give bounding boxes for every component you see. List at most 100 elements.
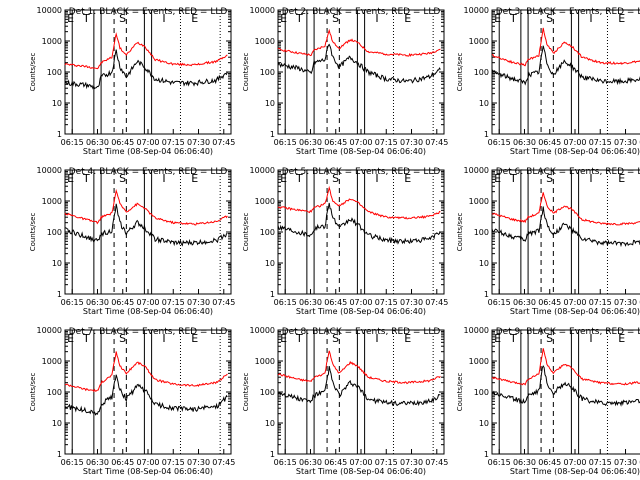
series-line-lld bbox=[491, 27, 640, 67]
marker-letter: I bbox=[375, 332, 378, 345]
y-tick-label: 1000 bbox=[42, 197, 62, 206]
chart-panel-7: Det 7: BLACK = Events, RED = LLD 1 10 100 10… bbox=[29, 326, 235, 476]
x-tick-label: 07:00 bbox=[563, 298, 586, 307]
y-tick-label: 100 bbox=[474, 228, 489, 237]
marker-letter: T bbox=[82, 12, 90, 25]
marker-letter: E bbox=[404, 172, 411, 185]
x-axis-label: Start Time (08-Sep-04 06:06:40) bbox=[83, 147, 213, 156]
y-tick-label: 10 bbox=[52, 419, 62, 428]
marker-letter: E bbox=[618, 332, 625, 345]
y-tick-label: 10 bbox=[52, 259, 62, 268]
x-axis-label: Start Time (08-Sep-04 06:06:40) bbox=[296, 467, 426, 476]
x-axis-label: Start Time (08-Sep-04 06:06:40) bbox=[83, 307, 213, 316]
x-tick-label: 07:45 bbox=[425, 458, 448, 467]
x-tick-label: 07:00 bbox=[349, 458, 372, 467]
plot-frame bbox=[491, 9, 640, 135]
marker-letter: E bbox=[280, 172, 287, 185]
x-tick-label: 06:15 bbox=[274, 298, 297, 307]
y-tick-label: 100 bbox=[260, 228, 275, 237]
marker-letter: E bbox=[494, 332, 501, 345]
y-tick-label: 10 bbox=[265, 99, 275, 108]
marker-letter: I bbox=[162, 332, 165, 345]
chart-panel-3: Det 3: BLACK = Events, RED = LLD 1 10 100 10… bbox=[456, 6, 640, 156]
marker-letter: T bbox=[295, 332, 303, 345]
y-tick-label: 10 bbox=[265, 419, 275, 428]
x-tick-label: 06:45 bbox=[111, 298, 134, 307]
x-axis-label: Start Time (08-Sep-04 06:06:40) bbox=[83, 467, 213, 476]
x-tick-label: 07:30 bbox=[187, 138, 210, 147]
marker-letter: E bbox=[280, 12, 287, 25]
chart-panel-9: Det 9: BLACK = Events, RED = LLD 1 10 100 10… bbox=[456, 326, 640, 476]
marker-letter: E bbox=[280, 332, 287, 345]
x-axis-label: Start Time (08-Sep-04 06:06:40) bbox=[296, 147, 426, 156]
chart-panel-8: Det 8: BLACK = Events, RED = LLD 1 10 100 10… bbox=[242, 326, 448, 476]
marker-letter: S bbox=[119, 332, 126, 345]
chart-panel-4: Det 4: BLACK = Events, RED = LLD 1 10 100 10… bbox=[29, 166, 235, 316]
x-tick-label: 06:15 bbox=[61, 458, 84, 467]
marker-letter: S bbox=[332, 172, 339, 185]
y-tick-label: 100 bbox=[260, 68, 275, 77]
series-line-events bbox=[64, 49, 228, 90]
x-tick-label: 07:30 bbox=[614, 138, 637, 147]
y-tick-label: 1 bbox=[57, 130, 62, 139]
x-tick-label: 07:30 bbox=[400, 138, 423, 147]
series-line-events bbox=[491, 45, 640, 86]
series-line-events bbox=[491, 206, 640, 248]
y-tick-label: 1000 bbox=[255, 357, 275, 366]
y-axis-label: Counts/sec bbox=[242, 373, 250, 412]
x-tick-label: 07:30 bbox=[614, 458, 637, 467]
marker-letter: E bbox=[67, 12, 74, 25]
series-line-events bbox=[277, 43, 441, 84]
marker-letter: S bbox=[546, 332, 553, 345]
x-tick-label: 06:45 bbox=[324, 298, 347, 307]
x-tick-label: 07:45 bbox=[212, 298, 235, 307]
x-tick-label: 07:00 bbox=[349, 138, 372, 147]
chart-title: Det 2: BLACK = Events, RED = LLD bbox=[282, 7, 441, 17]
marker-letter: T bbox=[82, 172, 90, 185]
marker-letter: T bbox=[509, 332, 517, 345]
series-line-lld bbox=[277, 28, 441, 57]
y-tick-label: 10000 bbox=[464, 166, 489, 175]
series-line-lld bbox=[491, 192, 640, 226]
series-line-events bbox=[64, 374, 228, 416]
x-tick-label: 07:15 bbox=[162, 458, 185, 467]
x-tick-label: 07:15 bbox=[375, 138, 398, 147]
marker-letter: I bbox=[589, 12, 592, 25]
y-axis-label: Counts/sec bbox=[242, 53, 250, 92]
y-tick-label: 100 bbox=[474, 388, 489, 397]
x-tick-label: 07:00 bbox=[136, 458, 159, 467]
x-tick-label: 07:45 bbox=[212, 138, 235, 147]
x-tick-label: 07:30 bbox=[400, 458, 423, 467]
x-tick-label: 06:30 bbox=[86, 458, 109, 467]
y-axis-label: Counts/sec bbox=[456, 373, 464, 412]
x-tick-label: 06:15 bbox=[488, 298, 511, 307]
y-axis-label: Counts/sec bbox=[456, 53, 464, 92]
x-tick-label: 06:30 bbox=[299, 138, 322, 147]
y-tick-label: 1000 bbox=[255, 197, 275, 206]
marker-letter: E bbox=[404, 332, 411, 345]
x-tick-label: 06:15 bbox=[274, 458, 297, 467]
x-tick-label: 06:15 bbox=[274, 138, 297, 147]
x-tick-label: 07:15 bbox=[375, 298, 398, 307]
y-tick-label: 1000 bbox=[469, 357, 489, 366]
marker-letter: E bbox=[618, 172, 625, 185]
x-tick-label: 06:30 bbox=[513, 138, 536, 147]
x-tick-label: 06:45 bbox=[324, 138, 347, 147]
marker-letter: I bbox=[589, 172, 592, 185]
x-tick-label: 06:30 bbox=[299, 298, 322, 307]
chart-title: Det 3: BLACK = Events, RED = LLD bbox=[496, 7, 640, 17]
y-tick-label: 1 bbox=[484, 450, 489, 459]
chart-title: Det 9: BLACK = Events, RED = LLD bbox=[496, 327, 640, 337]
x-tick-label: 06:30 bbox=[513, 458, 536, 467]
y-tick-label: 10000 bbox=[37, 166, 62, 175]
x-tick-label: 07:30 bbox=[187, 458, 210, 467]
x-tick-label: 07:15 bbox=[589, 458, 612, 467]
x-tick-label: 07:15 bbox=[589, 138, 612, 147]
chart-title: Det 8: BLACK = Events, RED = LLD bbox=[282, 327, 441, 337]
y-tick-label: 10000 bbox=[37, 326, 62, 335]
series-line-lld bbox=[64, 32, 228, 70]
y-tick-label: 1000 bbox=[255, 37, 275, 46]
y-axis-label: Counts/sec bbox=[242, 213, 250, 252]
x-axis-label: Start Time (08-Sep-04 06:06:40) bbox=[510, 307, 640, 316]
